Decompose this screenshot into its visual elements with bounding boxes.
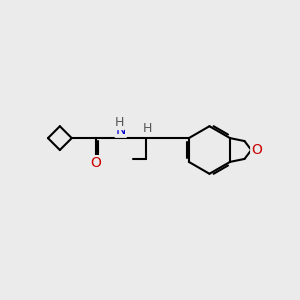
Text: O: O (90, 156, 101, 170)
Text: O: O (251, 143, 262, 157)
Text: H: H (115, 116, 124, 129)
Text: H: H (143, 122, 152, 135)
Text: N: N (116, 123, 126, 137)
